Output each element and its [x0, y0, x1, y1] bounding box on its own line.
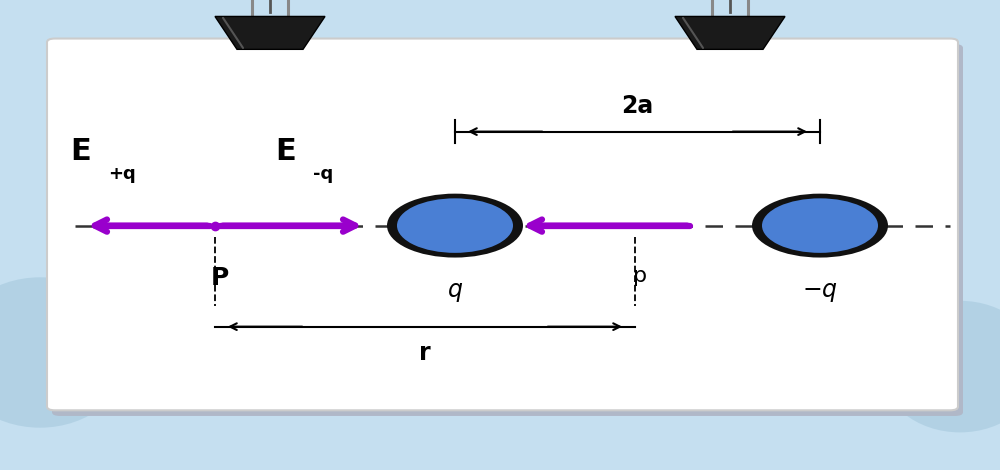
- Text: P: P: [211, 266, 229, 290]
- Circle shape: [752, 194, 888, 258]
- Text: E: E: [70, 137, 91, 166]
- Text: E: E: [275, 137, 296, 166]
- Circle shape: [762, 198, 878, 253]
- FancyBboxPatch shape: [47, 39, 958, 410]
- Text: -q: -q: [313, 164, 333, 183]
- Text: p: p: [633, 266, 647, 286]
- Ellipse shape: [880, 301, 1000, 432]
- Circle shape: [397, 198, 513, 253]
- Polygon shape: [675, 16, 785, 49]
- Circle shape: [387, 194, 523, 258]
- Polygon shape: [215, 16, 325, 49]
- Text: $q$: $q$: [447, 280, 463, 304]
- Ellipse shape: [0, 277, 130, 428]
- Text: 2a: 2a: [621, 94, 654, 118]
- Text: +q: +q: [108, 164, 136, 183]
- FancyBboxPatch shape: [52, 44, 963, 416]
- Text: r: r: [419, 341, 431, 365]
- Text: $-q$: $-q$: [802, 280, 838, 304]
